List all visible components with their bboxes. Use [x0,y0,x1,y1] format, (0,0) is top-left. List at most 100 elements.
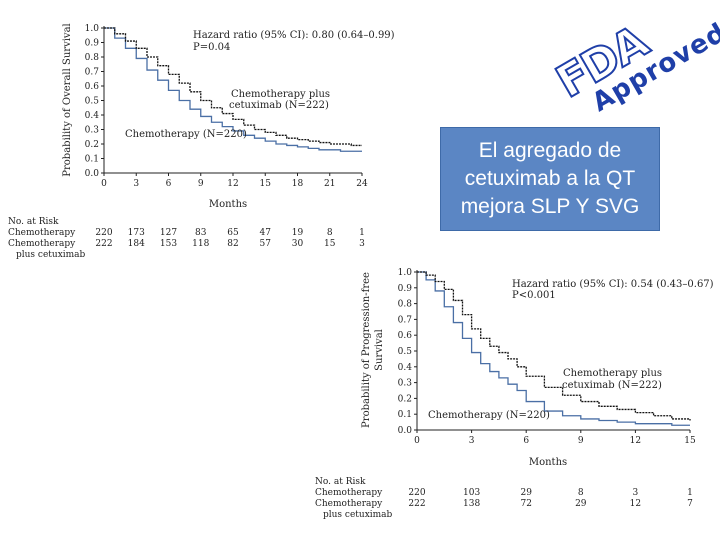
pfs-y-tick-label: 1.0 [398,268,413,278]
os-series [104,27,362,152]
os-hazard-ratio: Hazard ratio (95% CI): 0.80 (0.64–0.99) [193,30,395,41]
os-label-chemo: Chemotherapy (N=220) [125,129,247,140]
os-x-tick-label: 15 [260,179,272,189]
os-risk-value: 8 [327,228,333,238]
os-series-line-chemo-cetuximab [104,27,362,147]
pfs-x-tick-label: 15 [684,436,696,446]
os-risk-value: 57 [260,239,272,249]
os-y-tick-label: 0.6 [85,82,100,92]
os-risk-value: 222 [95,239,112,249]
os-risk-value: 15 [324,239,336,249]
os-risk-value: 220 [95,228,112,238]
pfs-risk-row-label: Chemotherapy [315,499,383,509]
os-y-tick-label: 0.0 [85,169,100,179]
pfs-y-tick-label: 0.0 [398,426,413,436]
os-risk-value: 118 [192,239,209,249]
pfs-x-tick-label: 0 [414,436,420,446]
os-x-axis-label: Months [209,199,247,210]
os-risk-value: 1 [359,228,365,238]
os-label-cetuximab-1: Chemotherapy plus [231,89,330,100]
pfs-x-tick-label: 6 [523,436,529,446]
pfs-label-cetuximab-1: Chemotherapy plus [563,368,662,379]
pfs-risk-value: 12 [630,499,641,509]
callout-text: El agregado de cetuximab a la QT mejora … [460,139,640,218]
os-risk-value: 83 [195,228,207,238]
pfs-y-tick-label: 0.5 [398,347,413,357]
os-x-tick-label: 18 [292,179,304,189]
os-y-tick-label: 0.8 [85,53,100,63]
os-y-tick-label: 1.0 [85,24,100,34]
pfs-y-axis-label-1: Probability of Progression-free [361,272,372,428]
pfs-series-line-chemotherapy [417,271,690,426]
os-risk-value: 19 [292,228,304,238]
os-risk-row-label: Chemotherapy [8,239,76,249]
pfs-x-tick-label: 9 [578,436,584,446]
pfs-risk-value: 103 [463,488,480,498]
pfs-risk-value: 29 [520,488,532,498]
pfs-risk-value: 138 [463,499,480,509]
os-risk-value: 3 [359,239,365,249]
pfs-x-axis-label: Months [529,457,567,468]
pfs-x-tick-label: 12 [630,436,641,446]
pfs-risk-row-label: Chemotherapy [315,488,383,498]
pfs-y-tick-label: 0.8 [398,300,413,310]
os-risk-value: 82 [227,239,238,249]
os-risk-value: 30 [292,239,304,249]
os-risk-value: 127 [160,228,177,238]
os-risk-value: 153 [160,239,177,249]
os-y-axis-label: Probability of Overall Survival [62,23,73,176]
pfs-risk-value: 222 [408,499,425,509]
os-risk-value: 173 [128,228,145,238]
os-y-tick-label: 0.5 [85,97,100,107]
pfs-risk-header: No. at Risk [315,477,366,487]
pfs-x-tick-label: 3 [469,436,475,446]
pfs-y-tick-label: 0.7 [398,315,413,325]
os-risk-header: No. at Risk [8,217,59,227]
os-risk-value: 47 [260,228,272,238]
os-x-tick-label: 9 [198,179,204,189]
os-y-tick-label: 0.7 [85,68,100,78]
pfs-y-tick-label: 0.1 [398,410,412,420]
os-x-tick-label: 3 [133,179,139,189]
pfs-risk-value: 8 [578,488,584,498]
os-series-line-chemotherapy [104,27,362,152]
pfs-hazard-ratio: Hazard ratio (95% CI): 0.54 (0.43–0.67) [512,279,714,290]
os-y-tick-label: 0.4 [85,111,100,121]
os-x-tick-label: 21 [324,179,335,189]
pfs-y-tick-label: 0.9 [398,284,413,294]
pfs-risk-value: 29 [575,499,587,509]
pfs-label-cetuximab-2: cetuximab (N=222) [562,380,662,391]
os-risk-row-label-2: plus cetuximab [16,250,86,260]
pfs-y-tick-label: 0.4 [398,363,413,373]
pfs-series [417,271,691,426]
pfs-axes: 0.0 0.1 0.2 0.3 0.4 0.5 0.6 0.7 0.8 0.9 1.0 0 3 6 9 12 1… [398,268,696,446]
pfs-y-tick-label: 0.3 [398,379,413,389]
os-x-tick-label: 12 [227,179,238,189]
pfs-series-line-chemo-cetuximab [417,271,691,421]
pfs-y-tick-label: 0.6 [398,331,413,341]
os-x-tick-label: 0 [101,179,107,189]
os-p-value: P=0.04 [193,42,230,53]
os-y-tick-label: 0.1 [85,155,99,165]
os-risk-value: 65 [227,228,239,238]
pfs-label-chemo: Chemotherapy (N=220) [428,410,550,421]
pfs-y-axis-label-2: Survival [374,329,385,371]
os-label-cetuximab-2: cetuximab (N=222) [229,100,329,111]
pfs-y-tick-label: 0.2 [398,394,412,404]
os-y-tick-label: 0.9 [85,39,100,49]
pfs-risk-value: 3 [633,488,639,498]
pfs-risk-row-label-2: plus cetuximab [323,510,393,520]
pfs-risk-value: 7 [687,499,693,509]
pfs-p-value: P<0.001 [512,290,556,301]
os-y-tick-label: 0.2 [85,140,99,150]
os-x-tick-label: 6 [166,179,172,189]
callout-box: El agregado de cetuximab a la QT mejora … [440,127,660,231]
os-risk-value: 184 [128,239,145,249]
pfs-risk-value: 1 [687,488,693,498]
pfs-risk-value: 220 [408,488,425,498]
os-axes: 0.0 0.1 0.2 0.3 0.4 0.5 0.6 0.7 0.8 0.9 1.0 0 3 6 9 12 1… [85,24,368,189]
